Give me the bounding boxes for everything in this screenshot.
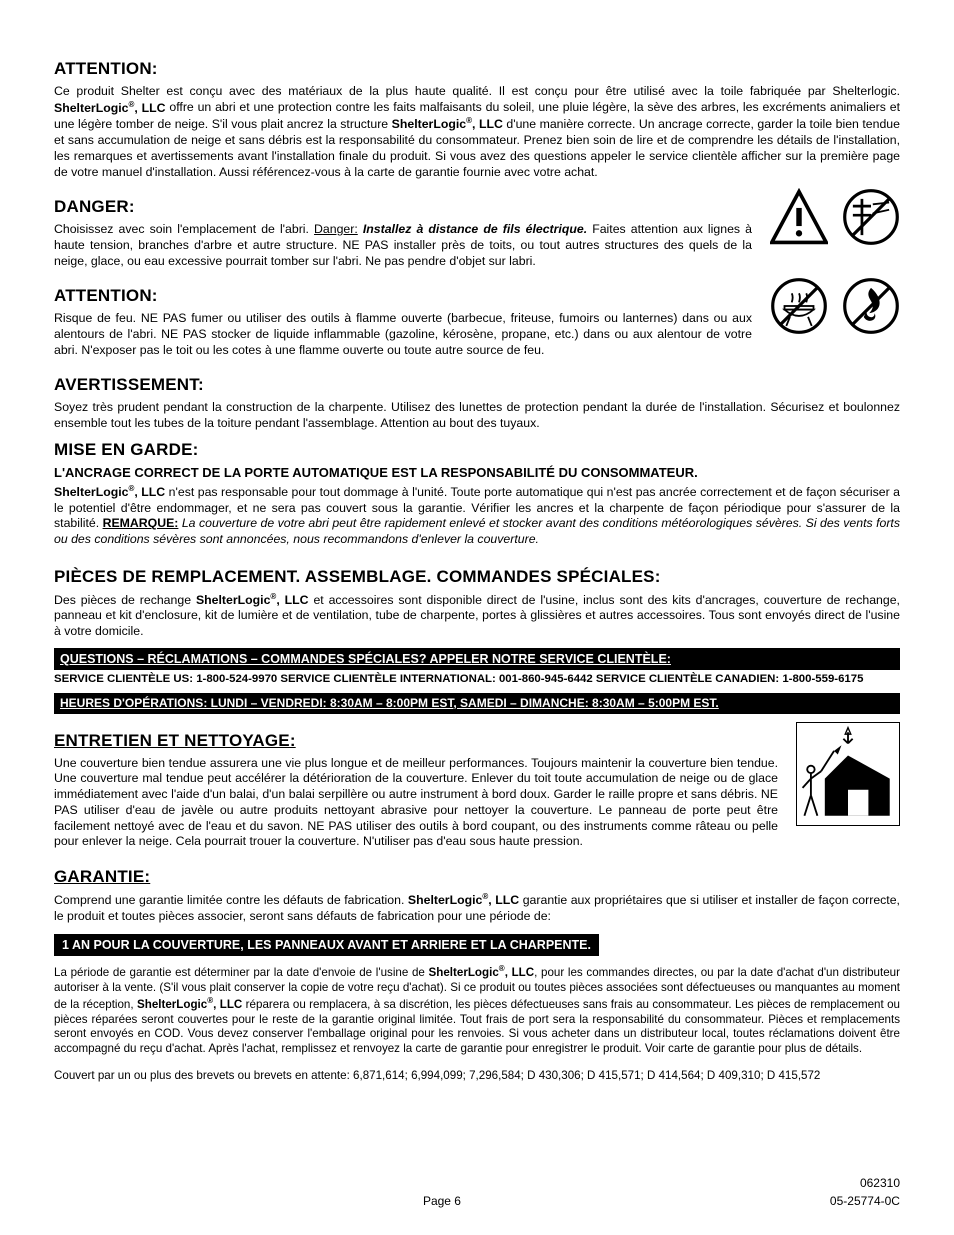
bar-questions: QUESTIONS – RÉCLAMATIONS – COMMANDES SPÉ… bbox=[54, 648, 900, 670]
warning-triangle-icon bbox=[770, 188, 828, 246]
no-powerlines-icon bbox=[842, 188, 900, 246]
para-patents: Couvert par un ou plus des brevets ou br… bbox=[54, 1069, 900, 1084]
para-pieces: Des pièces de rechange ShelterLogic®, LL… bbox=[54, 592, 900, 640]
para-entretien: Une couverture bien tendue assurera une … bbox=[54, 756, 778, 850]
para-avertissement: Soyez très prudent pendant la constructi… bbox=[54, 400, 900, 431]
heading-pieces: PIÈCES DE REMPLACEMENT. ASSEMBLAGE. COMM… bbox=[54, 566, 900, 588]
fire-icons bbox=[770, 277, 900, 335]
subheading-ancrage: L'ANCRAGE CORRECT DE LA PORTE AUTOMATIQU… bbox=[54, 465, 900, 482]
para-mise-en-garde: ShelterLogic®, LLC n'est pas responsable… bbox=[54, 484, 900, 548]
para-garantie-1: Comprend une garantie limitée contre les… bbox=[54, 892, 900, 925]
page: ATTENTION: Ce produit Shelter est conçu … bbox=[0, 0, 954, 1235]
heading-garantie: GARANTIE: bbox=[54, 866, 900, 888]
para-danger: Choisissez avec soin l'emplacement de l'… bbox=[54, 222, 752, 269]
footer-doc: 05-25774-0C bbox=[830, 1194, 900, 1209]
maintenance-icon-box bbox=[796, 722, 900, 826]
para-attention-1: Ce produit Shelter est conçu avec des ma… bbox=[54, 84, 900, 181]
bar-warranty-period: 1 AN POUR LA COUVERTURE, LES PANNEAUX AV… bbox=[54, 934, 599, 956]
para-attention-2: Risque de feu. NE PAS fumer ou utiliser … bbox=[54, 311, 752, 358]
heading-avertissement: AVERTISSEMENT: bbox=[54, 374, 900, 396]
footer-page: Page 6 bbox=[423, 1194, 461, 1209]
bar-hours: HEURES D'OPÉRATIONS: LUNDI – VENDREDI: 8… bbox=[54, 693, 900, 714]
no-flame-icon bbox=[842, 277, 900, 335]
clear-snow-icon bbox=[796, 722, 900, 826]
heading-mise-en-garde: MISE EN GARDE: bbox=[54, 439, 900, 461]
service-numbers: SERVICE CLIENTÈLE US: 1-800-524-9970 SER… bbox=[54, 672, 900, 687]
heading-danger: DANGER: bbox=[54, 196, 752, 218]
footer: 062310 Page 6 05-25774-0C bbox=[54, 1176, 900, 1209]
para-garantie-2: La période de garantie est déterminer pa… bbox=[54, 964, 900, 1057]
footer-date: 062310 bbox=[54, 1176, 900, 1191]
no-bbq-icon bbox=[770, 277, 828, 335]
danger-icons bbox=[770, 188, 900, 246]
heading-entretien: ENTRETIEN ET NETTOYAGE: bbox=[54, 730, 778, 752]
heading-attention-2: ATTENTION: bbox=[54, 285, 752, 307]
heading-attention-1: ATTENTION: bbox=[54, 58, 900, 80]
